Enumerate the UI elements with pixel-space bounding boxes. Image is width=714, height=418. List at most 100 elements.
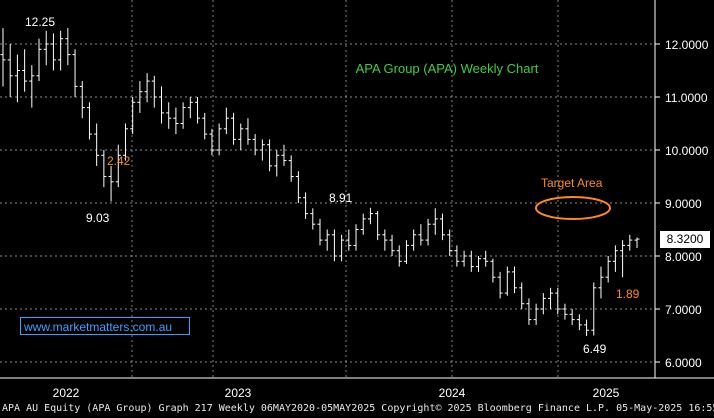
ohlc-bar [173, 107, 179, 135]
ohlc-bar [519, 282, 525, 309]
ohlc-bar [375, 210, 381, 241]
ohlc-bar [569, 309, 575, 325]
ohlc-bar [195, 97, 201, 124]
ohlc-bar [281, 144, 287, 166]
ohlc-bar [267, 139, 273, 172]
ohlc-bar [187, 97, 193, 119]
ohlc-bar [346, 229, 352, 251]
ohlc-bar [447, 229, 453, 256]
ohlc-bar [14, 54, 20, 103]
ohlc-bar [252, 134, 258, 156]
ohlc-bar [483, 250, 489, 267]
annotation-target-area: Target Area [541, 176, 603, 190]
ohlc-bar [324, 229, 330, 251]
ohlc-bar [367, 207, 373, 225]
ohlc-bar [411, 229, 417, 251]
ohlc-bar [303, 192, 309, 219]
ohlc-bar [7, 44, 13, 97]
x-tick-label: 2025 [593, 386, 620, 400]
ohlc-bar [634, 237, 640, 249]
y-tick-label: 10.0000 [665, 144, 709, 158]
x-tick-label: 2024 [439, 386, 466, 400]
ohlc-bar [548, 287, 554, 309]
ohlc-bar [468, 250, 474, 272]
ohlc-bar [360, 213, 366, 235]
ohlc-bar [497, 271, 503, 299]
annotation-orange-242: 2.42 [107, 154, 131, 168]
ohlc-bar [540, 293, 546, 315]
ohlc-bar [620, 240, 626, 278]
ohlc-bar [476, 256, 481, 272]
ohlc-bar [353, 224, 359, 251]
ohlc-bar [584, 319, 590, 337]
ohlc-bar [22, 49, 28, 92]
annotation-high-1225: 12.25 [25, 15, 55, 29]
ohlc-bar [238, 123, 244, 150]
ohlc-bar [130, 97, 136, 135]
ohlc-bar [108, 165, 114, 202]
ohlc-bar [58, 30, 64, 71]
ohlc-bar [115, 144, 121, 188]
ohlc-bars [0, 28, 640, 337]
ohlc-bar [533, 303, 539, 325]
ohlc-bar [245, 118, 251, 145]
annotation-low-649: 6.49 [583, 342, 607, 356]
ohlc-bar [432, 208, 438, 235]
x-tick-label: 2022 [53, 386, 80, 400]
ohlc-bar [382, 229, 388, 251]
ohlc-bar [86, 102, 92, 140]
ohlc-bar [389, 234, 395, 256]
ohlc-bar [166, 102, 172, 129]
ohlc-bar [317, 218, 323, 246]
ohlc-bar [209, 128, 215, 156]
ohlc-bar [555, 287, 561, 315]
ohlc-bar [274, 150, 280, 177]
ohlc-bar [216, 123, 222, 156]
ohlc-bar [439, 213, 445, 241]
ohlc-bar [36, 38, 42, 82]
ohlc-bar [137, 81, 143, 113]
ohlc-bar [339, 234, 345, 262]
annotation-orange-189: 1.89 [616, 287, 640, 301]
ohlc-bar [288, 155, 294, 182]
y-tick-label: 12.0000 [665, 38, 709, 52]
ohlc-bar [331, 229, 337, 262]
ohlc-bar [403, 240, 409, 264]
ohlc-bar [0, 28, 6, 87]
chart-title: APA Group (APA) Weekly Chart [356, 61, 539, 76]
y-tick-label: 7.0000 [665, 303, 702, 317]
brand-url[interactable]: www.marketmatters.com.au [20, 317, 190, 335]
ohlc-bar [418, 224, 424, 246]
ohlc-bar [151, 75, 157, 108]
ohlc-bar [223, 107, 229, 135]
ohlc-bar [490, 258, 496, 283]
ohlc-bar [94, 123, 100, 166]
ohlc-bar [425, 218, 431, 246]
footer-bar: APA AU Equity (APA Group) Graph 217 Week… [2, 403, 714, 414]
ohlc-bar [310, 208, 316, 230]
grid-layer [0, 0, 655, 378]
ohlc-bar [454, 245, 460, 267]
ohlc-bar [461, 250, 467, 267]
ohlc-bar [29, 65, 35, 108]
ohlc-bar [627, 234, 633, 251]
ohlc-bar [122, 123, 128, 161]
ohlc-bar [605, 256, 611, 283]
ohlc-bar [396, 245, 402, 267]
ohlc-bar [50, 33, 56, 71]
ohlc-bar [72, 49, 78, 97]
ohlc-bar [612, 245, 618, 272]
y-tick-label: 9.0000 [665, 197, 702, 211]
y-tick-label: 11.0000 [665, 91, 708, 105]
ohlc-bar [591, 282, 597, 336]
ohlc-bar [295, 171, 301, 203]
ohlc-bar [144, 73, 150, 103]
ohlc-bar [43, 30, 49, 66]
ohlc-bar [180, 102, 186, 129]
current-price-tag: 8.3200 [660, 231, 710, 248]
target-area-ellipse [535, 196, 611, 220]
ohlc-bar [231, 112, 237, 145]
ohlc-bar [159, 86, 164, 124]
